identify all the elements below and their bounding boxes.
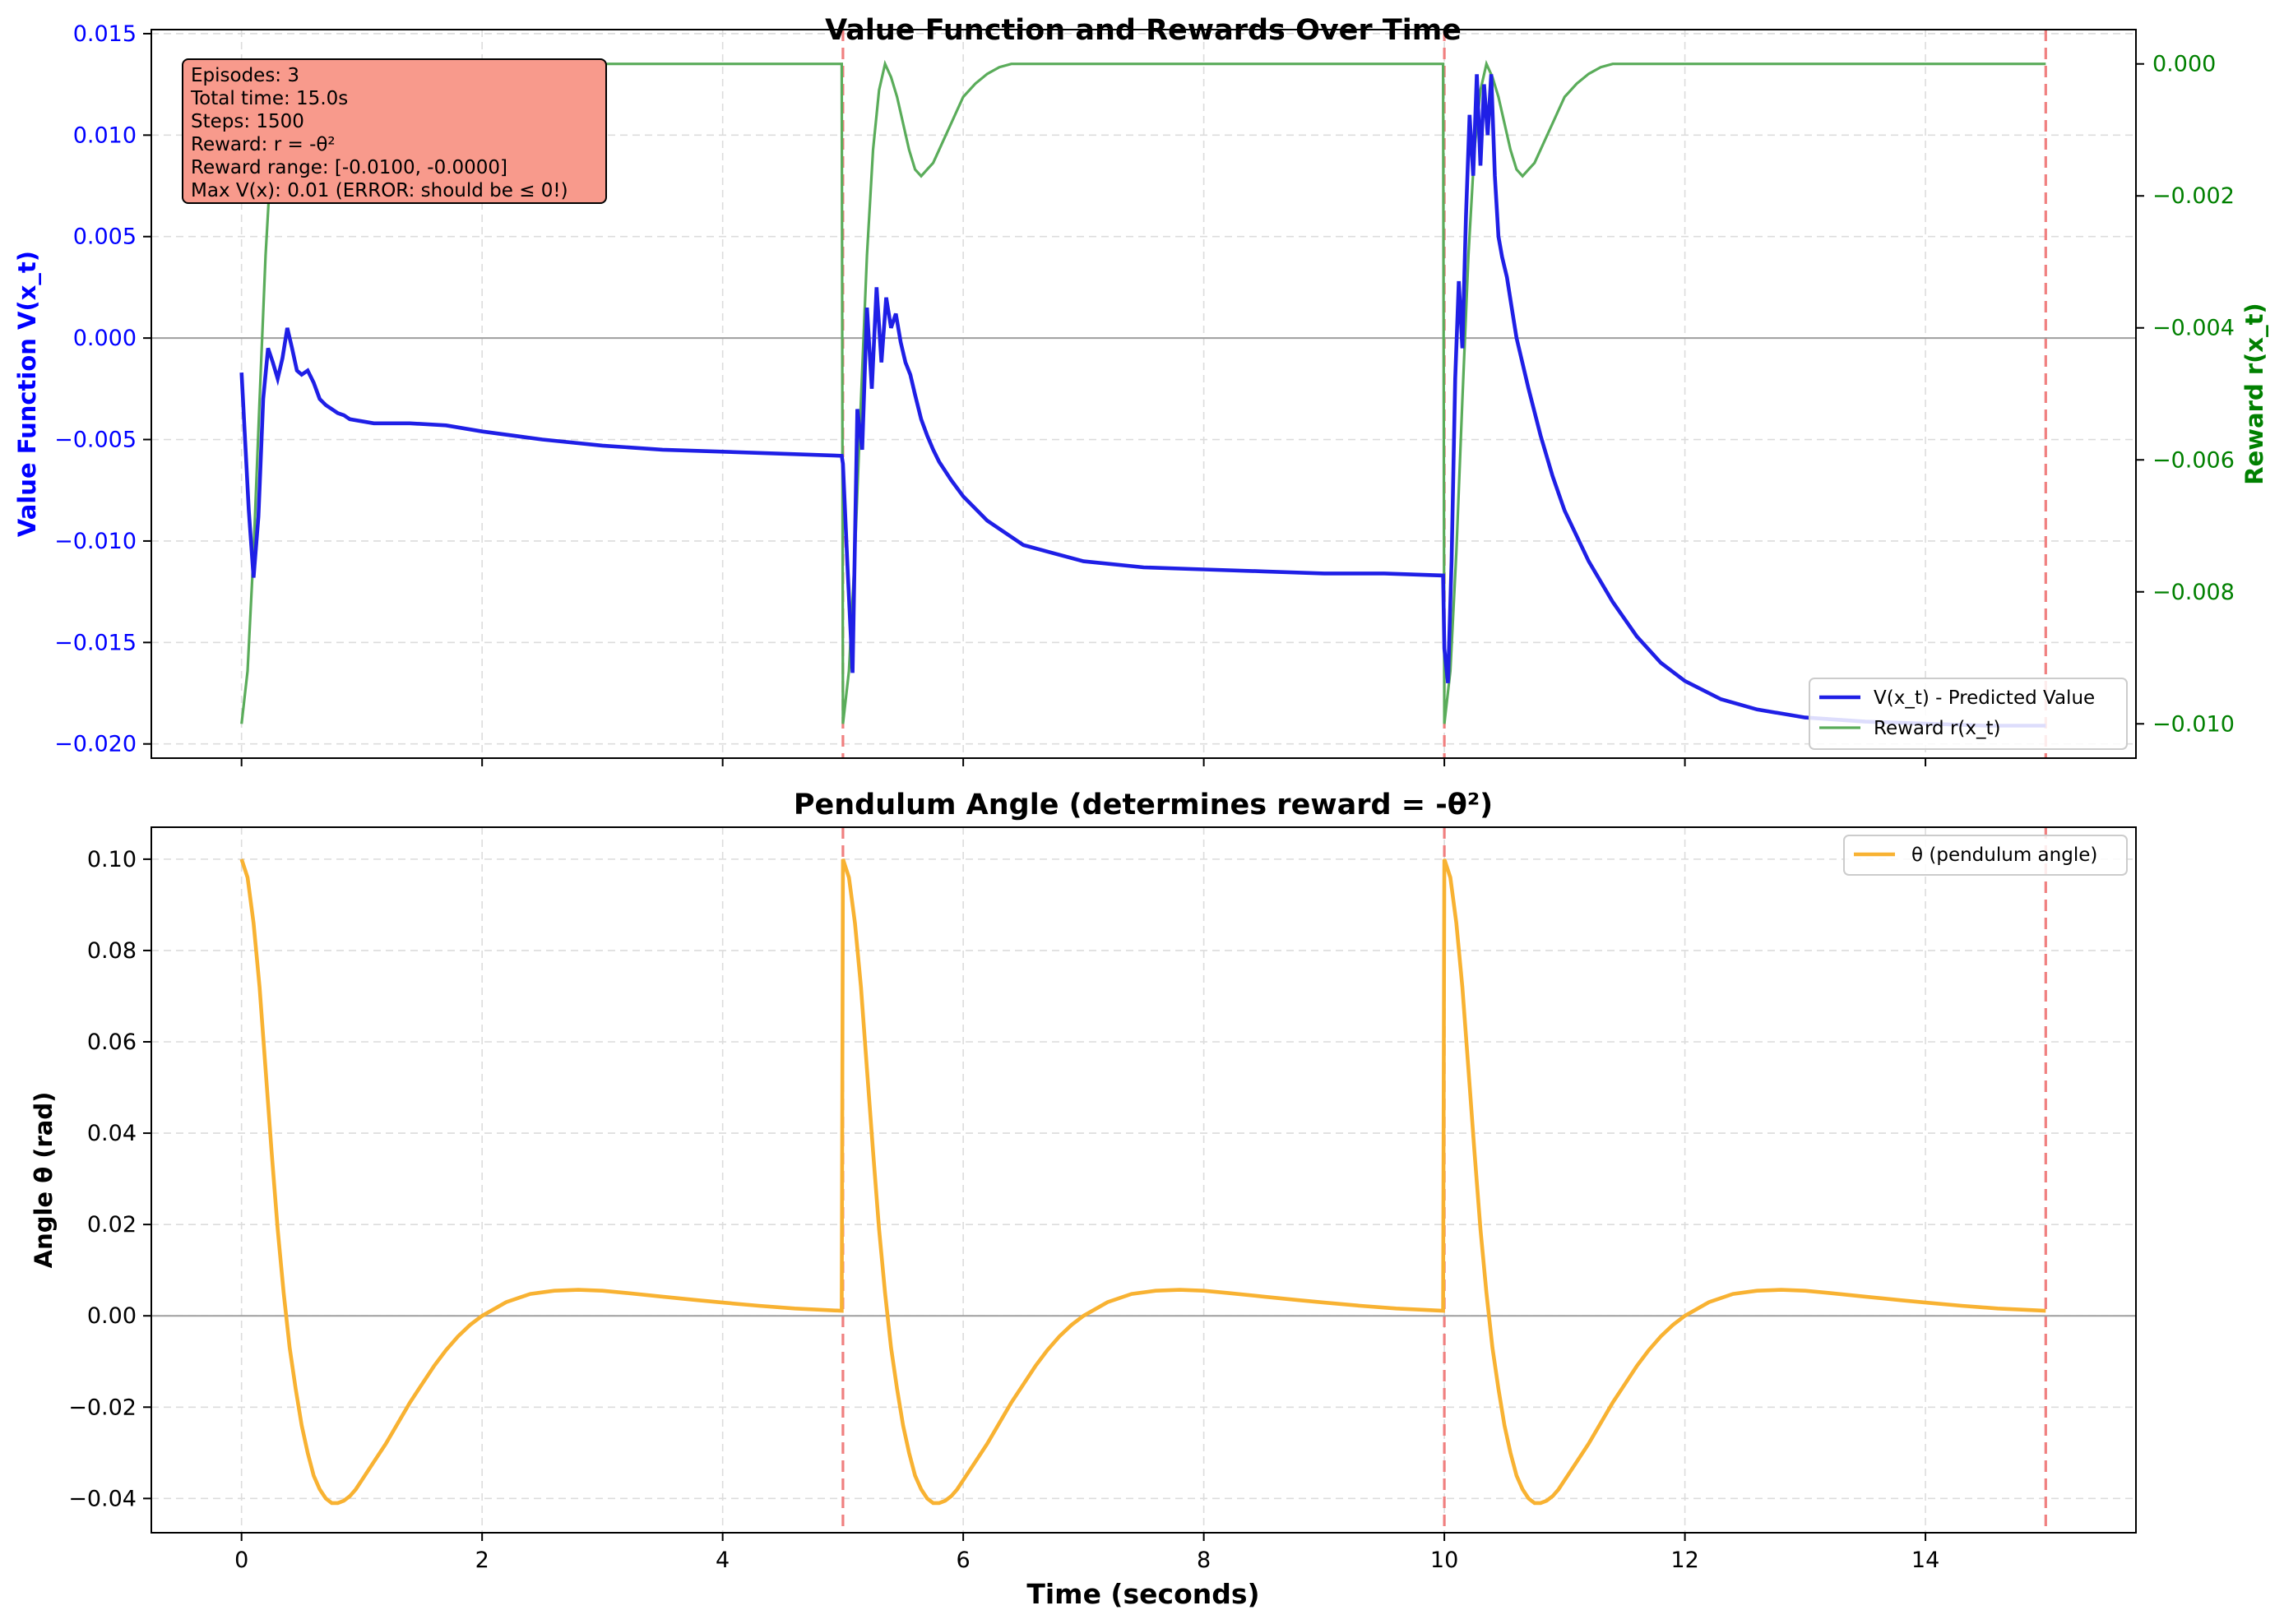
x-tick-label: 2 — [475, 1548, 489, 1573]
top-legend: V(x_t) - Predicted Value Reward r(x_t) — [1809, 678, 2128, 750]
y-tick-label: 0.04 — [87, 1121, 137, 1146]
y2-tick-label: −0.008 — [2152, 580, 2235, 605]
bottom-chart-title: Pendulum Angle (determines reward = -θ²) — [794, 789, 1493, 821]
y-tick-label: −0.015 — [54, 630, 137, 655]
x-tick-label: 0 — [234, 1548, 248, 1573]
y-tick-label: 0.10 — [87, 847, 137, 872]
info-line-steps: Steps: 1500 — [191, 111, 304, 132]
y-tick-label: 0.00 — [87, 1303, 137, 1329]
bottom-panel: 0 2 4 6 8 10 12 14 0.10 0.08 0.06 0.04 0.02 0.00 −0.0… — [30, 789, 2137, 1610]
info-annotation-box: Episodes: 3 Total time: 15.0s Steps: 150… — [182, 58, 607, 204]
y-tick-label: 0.08 — [87, 938, 137, 964]
x-tick-label: 6 — [957, 1548, 971, 1573]
x-tick-label: 10 — [1430, 1548, 1458, 1573]
x-axis-label: Time (seconds) — [1026, 1578, 1259, 1610]
top-x-tick-marks — [240, 758, 1927, 766]
y2-tick-label: −0.010 — [2152, 711, 2235, 737]
top-left-y-ticks: 0.015 0.010 0.005 0.000 −0.005 −0.010 −0.015 −0… — [54, 21, 151, 757]
bottom-plot-frame — [151, 826, 2137, 1534]
info-line-reward-range: Reward range: [-0.0100, -0.0000] — [191, 157, 507, 178]
y-tick-label: 0.000 — [73, 326, 137, 351]
info-box-background — [182, 58, 607, 204]
y2-tick-label: −0.002 — [2152, 183, 2235, 209]
theta-series-line — [239, 858, 2046, 1506]
info-line-episodes: Episodes: 3 — [191, 65, 299, 86]
bottom-legend: θ (pendulum angle) — [1843, 835, 2128, 876]
x-tick-label: 4 — [716, 1548, 730, 1573]
legend-value-label: V(x_t) - Predicted Value — [1874, 687, 2095, 709]
y-tick-label: −0.04 — [68, 1486, 137, 1511]
top-chart-title: Value Function and Rewards Over Time — [825, 14, 1462, 47]
info-line-reward: Reward: r = -θ² — [191, 134, 336, 155]
y2-tick-label: −0.006 — [2152, 447, 2235, 473]
legend-reward-label: Reward r(x_t) — [1874, 718, 2001, 739]
x-tick-label: 8 — [1197, 1548, 1211, 1573]
top-right-y-ticks: 0.000 −0.002 −0.004 −0.006 −0.008 −0.010 — [2136, 52, 2235, 737]
y-tick-label: −0.02 — [68, 1395, 137, 1420]
bottom-y-ticks: 0.10 0.08 0.06 0.04 0.02 0.00 −0.02 −0.04 — [68, 847, 151, 1511]
info-line-total-time: Total time: 15.0s — [190, 88, 348, 109]
top-right-y-axis-label: Reward r(x_t) — [2240, 303, 2268, 484]
bottom-legend-box — [1843, 835, 2128, 876]
info-line-max-value: Max V(x): 0.01 (ERROR: should be ≤ 0!) — [191, 180, 568, 201]
bottom-y-axis-label: Angle θ (rad) — [30, 1092, 58, 1269]
x-tick-label: 14 — [1911, 1548, 1939, 1573]
y-tick-label: 0.010 — [73, 123, 137, 148]
top-panel: 0.015 0.010 0.005 0.000 −0.005 −0.010 −0.015 −0… — [13, 14, 2268, 766]
bottom-x-ticks: 0 2 4 6 8 10 12 14 — [234, 1533, 1939, 1573]
top-plot-frame — [151, 29, 2137, 759]
y-tick-label: −0.005 — [54, 428, 137, 453]
top-left-y-axis-label: Value Function V(x_t) — [13, 251, 41, 537]
top-gridlines — [151, 30, 2136, 758]
value-series-line — [239, 74, 2046, 728]
x-tick-label: 12 — [1670, 1548, 1698, 1573]
top-legend-box — [1809, 678, 2128, 750]
y-tick-label: 0.02 — [87, 1212, 137, 1238]
y2-tick-label: −0.004 — [2152, 316, 2235, 341]
y-tick-label: −0.020 — [54, 732, 137, 757]
y-tick-label: 0.06 — [87, 1029, 137, 1055]
y-tick-label: −0.010 — [54, 529, 137, 554]
legend-theta-label: θ (pendulum angle) — [1911, 844, 2097, 866]
y-tick-label: 0.015 — [73, 21, 137, 47]
y-tick-label: 0.005 — [73, 224, 137, 250]
y2-tick-label: 0.000 — [2152, 52, 2216, 77]
